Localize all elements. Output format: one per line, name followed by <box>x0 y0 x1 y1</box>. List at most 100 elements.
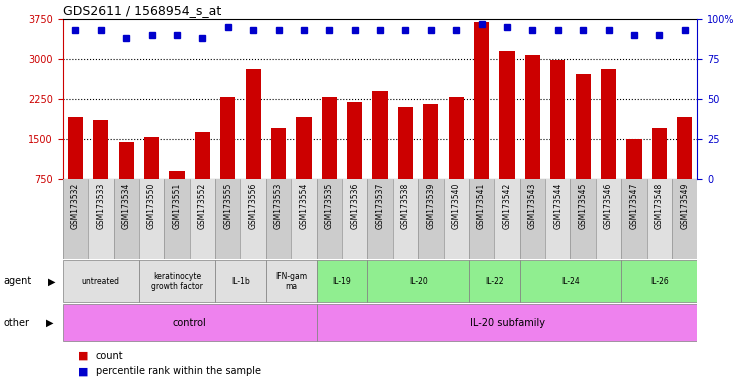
Bar <box>241 179 266 259</box>
Bar <box>550 60 565 179</box>
Bar <box>494 179 520 259</box>
Bar <box>139 179 165 259</box>
Bar <box>266 179 292 259</box>
Text: GSM173537: GSM173537 <box>376 183 384 229</box>
Text: untreated: untreated <box>82 277 120 286</box>
Text: ▶: ▶ <box>48 276 55 286</box>
Text: agent: agent <box>4 276 32 286</box>
Bar <box>88 179 114 259</box>
Text: GSM173542: GSM173542 <box>503 183 511 229</box>
Bar <box>621 179 646 259</box>
Bar <box>469 179 494 259</box>
Text: GSM173534: GSM173534 <box>122 183 131 229</box>
Bar <box>266 260 317 303</box>
Text: GSM173556: GSM173556 <box>249 183 258 229</box>
Bar <box>545 179 570 259</box>
Bar <box>449 97 464 179</box>
Bar <box>500 51 514 179</box>
Bar <box>474 22 489 179</box>
Text: GSM173543: GSM173543 <box>528 183 537 229</box>
Bar <box>169 170 184 179</box>
Text: GSM173545: GSM173545 <box>579 183 587 229</box>
Bar <box>423 104 438 179</box>
Bar <box>368 260 469 303</box>
Text: GSM173554: GSM173554 <box>300 183 308 229</box>
Bar <box>271 128 286 179</box>
Bar <box>652 128 667 179</box>
Bar <box>119 142 134 179</box>
Bar <box>93 120 108 179</box>
Bar <box>469 260 520 303</box>
Text: GSM173541: GSM173541 <box>477 183 486 229</box>
Bar <box>220 97 235 179</box>
Bar <box>342 179 368 259</box>
Bar <box>368 179 393 259</box>
Bar <box>317 260 368 303</box>
Bar <box>677 118 692 179</box>
Text: GSM173539: GSM173539 <box>427 183 435 229</box>
Bar <box>444 179 469 259</box>
Text: GSM173551: GSM173551 <box>173 183 182 229</box>
Text: GSM173544: GSM173544 <box>554 183 562 229</box>
Bar <box>393 179 418 259</box>
Bar <box>347 101 362 179</box>
Bar <box>621 260 697 303</box>
Bar <box>296 118 311 179</box>
Text: IL-19: IL-19 <box>333 277 351 286</box>
Bar <box>646 179 672 259</box>
Bar <box>576 74 591 179</box>
Bar <box>398 107 413 179</box>
Bar <box>672 179 697 259</box>
Bar <box>292 179 317 259</box>
Text: GSM173547: GSM173547 <box>630 183 638 229</box>
Text: ■: ■ <box>77 366 88 376</box>
Text: GSM173552: GSM173552 <box>198 183 207 229</box>
Bar <box>215 260 266 303</box>
Bar <box>139 260 215 303</box>
Text: ▶: ▶ <box>46 318 53 328</box>
Bar <box>317 179 342 259</box>
Bar <box>317 304 697 341</box>
Bar <box>601 69 616 179</box>
Bar <box>246 69 261 179</box>
Text: IL-26: IL-26 <box>650 277 669 286</box>
Bar <box>520 260 621 303</box>
Text: GSM173533: GSM173533 <box>97 183 106 229</box>
Bar <box>195 132 210 179</box>
Text: ■: ■ <box>77 351 88 361</box>
Bar <box>63 304 317 341</box>
Text: IL-1b: IL-1b <box>231 277 250 286</box>
Bar <box>418 179 444 259</box>
Text: IFN-gam
ma: IFN-gam ma <box>275 271 307 291</box>
Bar <box>165 179 190 259</box>
Bar <box>63 260 139 303</box>
Bar <box>627 139 641 179</box>
Text: IL-24: IL-24 <box>561 277 580 286</box>
Text: GSM173555: GSM173555 <box>224 183 232 229</box>
Bar <box>596 179 621 259</box>
Bar <box>215 179 241 259</box>
Bar <box>63 179 88 259</box>
Text: keratinocyte
growth factor: keratinocyte growth factor <box>151 271 203 291</box>
Text: GDS2611 / 1568954_s_at: GDS2611 / 1568954_s_at <box>63 3 221 17</box>
Text: other: other <box>4 318 30 328</box>
Bar <box>190 179 215 259</box>
Text: GSM173540: GSM173540 <box>452 183 461 229</box>
Text: GSM173535: GSM173535 <box>325 183 334 229</box>
Text: GSM173548: GSM173548 <box>655 183 663 229</box>
Text: IL-20: IL-20 <box>409 277 427 286</box>
Bar <box>373 91 387 179</box>
Bar <box>520 179 545 259</box>
Text: IL-20 subfamily: IL-20 subfamily <box>469 318 545 328</box>
Bar <box>114 179 139 259</box>
Text: GSM173538: GSM173538 <box>401 183 410 229</box>
Text: GSM173546: GSM173546 <box>604 183 613 229</box>
Text: count: count <box>96 351 123 361</box>
Text: GSM173553: GSM173553 <box>274 183 283 229</box>
Text: GSM173532: GSM173532 <box>71 183 80 229</box>
Text: percentile rank within the sample: percentile rank within the sample <box>96 366 261 376</box>
Bar <box>144 137 159 179</box>
Text: control: control <box>173 318 207 328</box>
Text: GSM173549: GSM173549 <box>680 183 689 229</box>
Bar <box>570 179 596 259</box>
